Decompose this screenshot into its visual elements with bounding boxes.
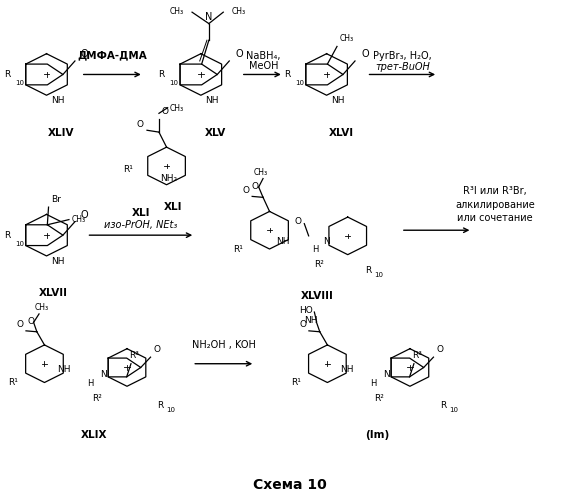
Text: O: O <box>437 346 444 354</box>
Text: MeOH: MeOH <box>249 60 279 70</box>
Text: XLI: XLI <box>132 208 150 218</box>
Text: 10: 10 <box>374 272 383 278</box>
Text: R: R <box>4 70 10 79</box>
Text: O: O <box>235 49 243 59</box>
Text: NH: NH <box>51 257 64 266</box>
Text: XLVII: XLVII <box>39 288 68 298</box>
Text: трет-BuOH: трет-BuOH <box>375 62 430 72</box>
Text: O: O <box>81 210 88 220</box>
Text: NH₂: NH₂ <box>160 174 177 182</box>
Text: изо-PrOH, NEt₃: изо-PrOH, NEt₃ <box>104 220 177 230</box>
Text: CH₃: CH₃ <box>169 6 184 16</box>
Text: 10: 10 <box>166 407 175 413</box>
Text: NaBH₄,: NaBH₄, <box>246 50 281 60</box>
Text: CH₃: CH₃ <box>34 303 49 312</box>
Text: R¹: R¹ <box>123 165 133 174</box>
Text: 10: 10 <box>295 80 304 86</box>
Text: алкилирование: алкилирование <box>455 200 535 210</box>
Text: O: O <box>154 346 161 354</box>
Text: N: N <box>205 12 213 22</box>
Text: XLV: XLV <box>205 128 226 138</box>
Text: N: N <box>323 237 329 246</box>
Text: O: O <box>300 320 307 329</box>
Text: CH₃: CH₃ <box>232 6 246 16</box>
Text: R¹: R¹ <box>234 244 243 254</box>
Text: XLIV: XLIV <box>47 128 74 138</box>
Text: NH: NH <box>205 96 218 106</box>
Text: R: R <box>365 266 371 275</box>
Text: R³: R³ <box>129 351 139 360</box>
Text: R²: R² <box>92 394 102 403</box>
Text: или сочетание: или сочетание <box>457 213 533 223</box>
Text: NH: NH <box>340 365 354 374</box>
Text: NH: NH <box>276 237 290 246</box>
Text: 10: 10 <box>169 80 178 86</box>
Text: CH₃: CH₃ <box>254 168 268 176</box>
Text: H: H <box>87 379 93 388</box>
Text: CH₃: CH₃ <box>71 215 86 224</box>
Text: O: O <box>137 120 144 128</box>
Text: R¹: R¹ <box>9 378 18 387</box>
Text: R²: R² <box>375 394 384 403</box>
Text: 10: 10 <box>449 407 458 413</box>
Text: CH₃: CH₃ <box>170 104 184 113</box>
Text: ДМФА-ДМА: ДМФА-ДМА <box>77 50 147 60</box>
Text: XLI: XLI <box>164 202 182 212</box>
Text: HO: HO <box>299 306 313 314</box>
Text: O: O <box>161 107 168 116</box>
Text: O: O <box>17 320 24 329</box>
Text: N: N <box>100 370 106 380</box>
Text: O: O <box>361 49 369 59</box>
Text: N: N <box>383 370 390 380</box>
Text: R: R <box>284 70 291 79</box>
Text: R: R <box>440 402 447 410</box>
Text: NH: NH <box>304 316 318 325</box>
Text: R³I или R³Br,: R³I или R³Br, <box>464 186 527 196</box>
Text: 10: 10 <box>15 241 24 247</box>
Text: 10: 10 <box>15 80 24 86</box>
Text: O: O <box>28 317 35 326</box>
Text: O: O <box>294 218 301 226</box>
Text: NH: NH <box>57 365 71 374</box>
Text: R³: R³ <box>412 351 422 360</box>
Text: (Im): (Im) <box>365 430 390 440</box>
Text: NH: NH <box>51 96 64 106</box>
Text: PyrBr₃, H₂O,: PyrBr₃, H₂O, <box>373 50 432 60</box>
Text: O: O <box>81 49 88 59</box>
Text: O: O <box>251 182 259 190</box>
Text: Br: Br <box>51 195 61 204</box>
Text: R: R <box>4 230 10 239</box>
Text: H: H <box>370 379 376 388</box>
Text: XLIX: XLIX <box>81 430 108 440</box>
Text: XLVIII: XLVIII <box>301 291 334 301</box>
Text: XLVI: XLVI <box>328 128 354 138</box>
Text: R: R <box>157 402 164 410</box>
Text: O: O <box>243 186 250 194</box>
Text: H: H <box>312 246 318 254</box>
Text: Схема 10: Схема 10 <box>253 478 327 492</box>
Text: R²: R² <box>314 260 324 270</box>
Text: R: R <box>158 70 165 79</box>
Text: NH: NH <box>331 96 344 106</box>
Text: R¹: R¹ <box>291 378 301 387</box>
Text: NH₂OH , KOH: NH₂OH , KOH <box>192 340 255 350</box>
Text: CH₃: CH₃ <box>340 34 354 42</box>
